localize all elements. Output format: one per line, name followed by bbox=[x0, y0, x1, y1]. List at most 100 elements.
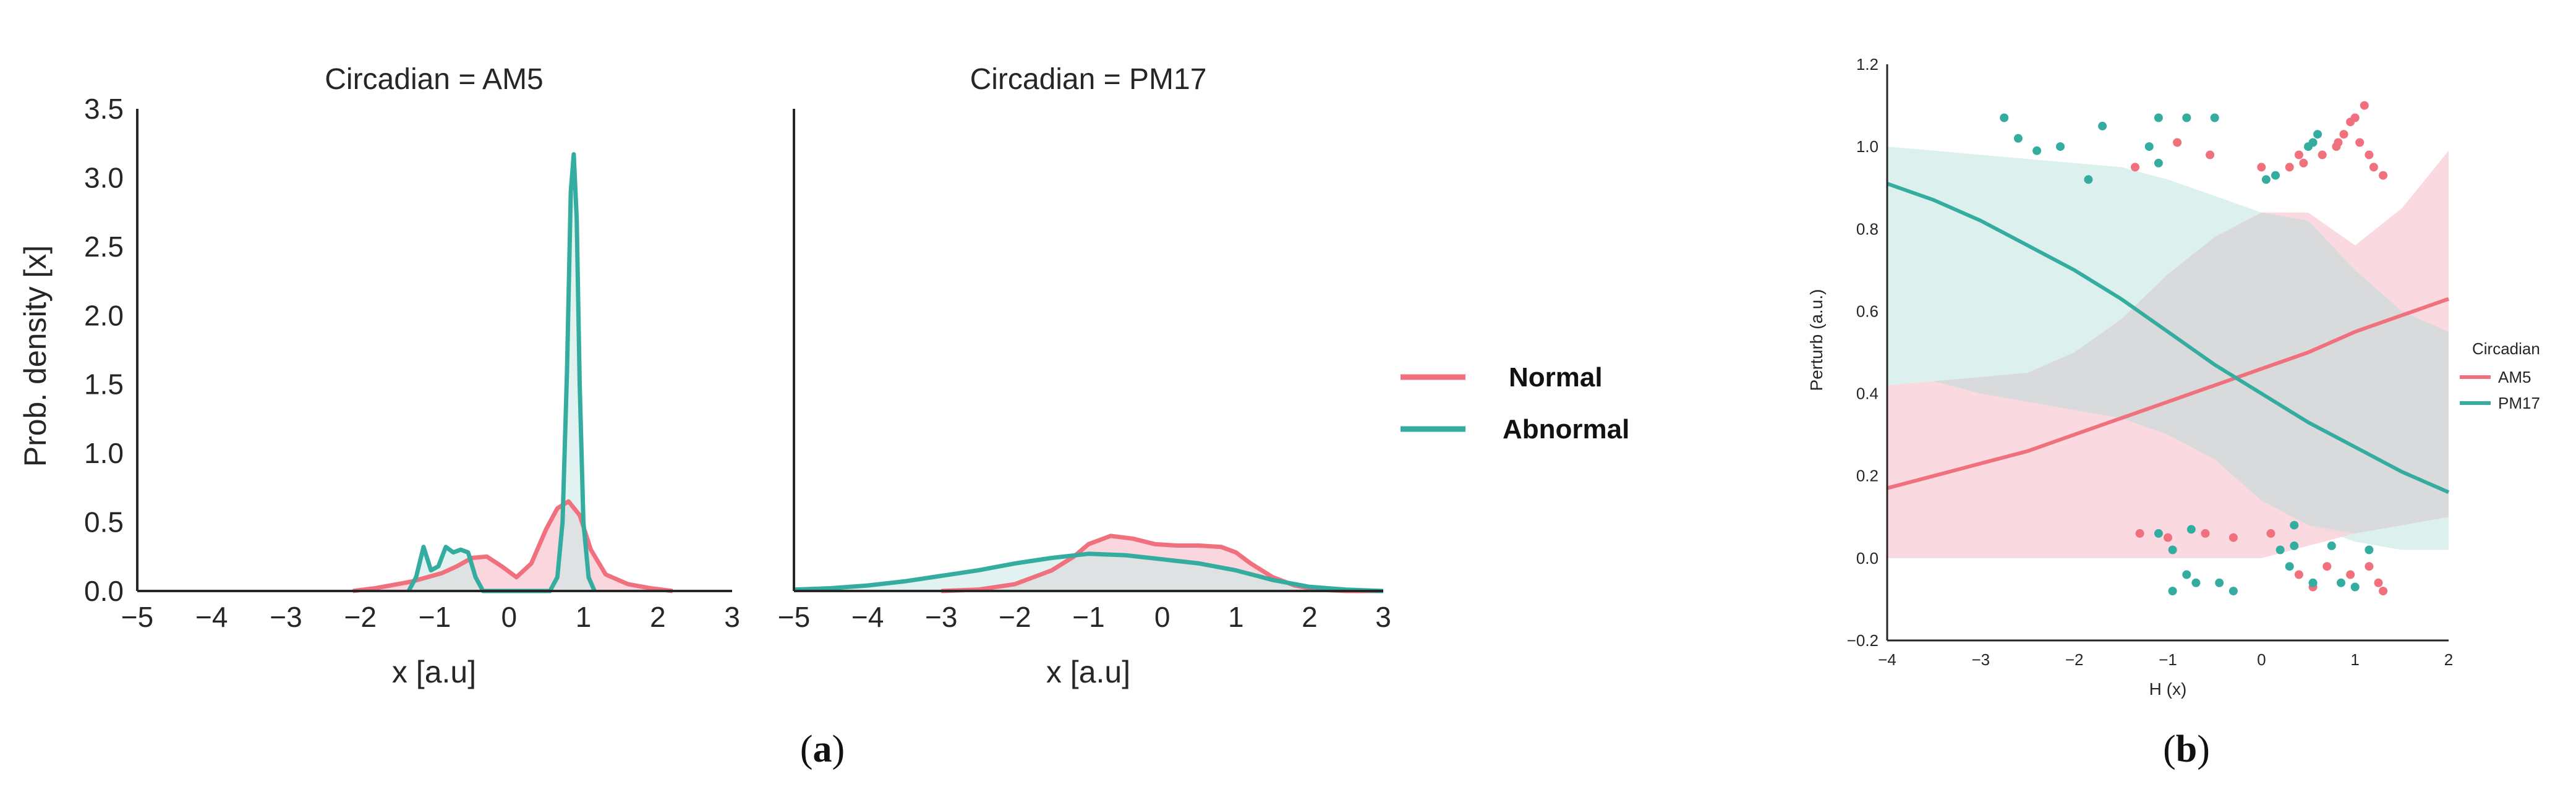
point-pm17 bbox=[2032, 146, 2042, 155]
y-tick-label: 2.0 bbox=[84, 299, 124, 331]
point-am5 bbox=[2294, 150, 2303, 159]
x-axis-label-pm17: x [a.u] bbox=[1046, 655, 1130, 689]
point-pm17 bbox=[2191, 578, 2201, 587]
y-tick-label-b: 0.4 bbox=[1856, 385, 1879, 403]
point-pm17 bbox=[2285, 562, 2294, 571]
point-pm17 bbox=[2261, 175, 2271, 184]
y-tick-label-b: −0.2 bbox=[1847, 631, 1879, 650]
density-fill-normal bbox=[352, 501, 673, 591]
point-pm17 bbox=[2290, 521, 2299, 530]
x-tick-label-b: 1 bbox=[2350, 650, 2359, 669]
y-tick-label-b: 1.2 bbox=[1856, 55, 1879, 74]
x-tick-label: −4 bbox=[851, 601, 884, 633]
x-tick-label: −1 bbox=[1072, 601, 1104, 633]
point-pm17 bbox=[2000, 113, 2009, 122]
point-am5 bbox=[2285, 163, 2294, 172]
point-pm17 bbox=[2337, 578, 2345, 587]
point-am5 bbox=[2164, 533, 2172, 542]
y-tick-label-b: 1.0 bbox=[1856, 137, 1879, 156]
point-pm17 bbox=[2275, 545, 2285, 555]
axes-b: −4 −3 −2 −1 0 1 2 −0.2 0.0 0.2 0.4 0.6 0.8 1.0 1.2 bbox=[1847, 55, 2454, 669]
point-pm17 bbox=[2168, 545, 2177, 555]
point-pm17 bbox=[2154, 113, 2163, 122]
point-pm17 bbox=[2056, 142, 2065, 151]
point-pm17 bbox=[2168, 587, 2177, 596]
caption-b: (b) bbox=[2163, 728, 2210, 770]
x-tick-label: 0 bbox=[1154, 601, 1171, 633]
y-tick-label: 1.0 bbox=[84, 437, 124, 469]
point-am5 bbox=[2131, 163, 2139, 172]
legend-label-pm17: PM17 bbox=[2498, 394, 2540, 412]
panel-am5: Circadian = AM5 Prob. density [x] x [a.u… bbox=[18, 63, 740, 689]
point-am5 bbox=[2365, 150, 2374, 159]
y-tick-label-b: 0.6 bbox=[1856, 302, 1879, 320]
point-am5 bbox=[2299, 158, 2308, 168]
axes-am5: −5 −4 −3 −2 −1 0 1 2 3 0.0 0.5 1.0 1.5 2.0 2.5 3.0 3.5 bbox=[84, 93, 740, 633]
x-tick-label: −4 bbox=[195, 601, 228, 633]
point-pm17 bbox=[2350, 582, 2360, 592]
point-am5 bbox=[2318, 150, 2327, 159]
density-line-abnormal bbox=[793, 551, 1384, 593]
x-tick-label-b: −3 bbox=[1972, 650, 1990, 669]
point-am5 bbox=[2228, 533, 2238, 542]
point-pm17 bbox=[2013, 134, 2023, 143]
series-group-am5 bbox=[352, 152, 673, 593]
caption-a: (a) bbox=[800, 728, 845, 770]
x-tick-label: 2 bbox=[1302, 601, 1318, 633]
point-am5 bbox=[2266, 529, 2275, 538]
point-am5 bbox=[2350, 113, 2360, 122]
confidence-band-overlap bbox=[1887, 212, 2449, 534]
point-am5 bbox=[2294, 570, 2303, 579]
point-am5 bbox=[2135, 529, 2144, 538]
y-tick-label: 3.5 bbox=[84, 93, 124, 125]
point-am5 bbox=[2355, 138, 2365, 147]
point-am5 bbox=[2173, 138, 2182, 147]
panel-b: −4 −3 −2 −1 0 1 2 −0.2 0.0 0.2 0.4 0.6 0.8 1.0 1.2 Per… bbox=[1807, 55, 2540, 699]
point-am5 bbox=[2365, 562, 2374, 571]
x-tick-label: 0 bbox=[501, 601, 517, 633]
point-am5 bbox=[2374, 578, 2383, 587]
point-pm17 bbox=[2154, 158, 2163, 168]
x-tick-label: −3 bbox=[925, 601, 957, 633]
point-pm17 bbox=[2290, 541, 2299, 550]
point-am5 bbox=[2346, 570, 2355, 579]
x-tick-label-b: −2 bbox=[2065, 650, 2084, 669]
legend-label-abnormal: Abnormal bbox=[1503, 414, 1629, 444]
point-pm17 bbox=[2182, 570, 2191, 579]
x-tick-label-b: −1 bbox=[2159, 650, 2177, 669]
point-pm17 bbox=[2313, 130, 2322, 139]
chart-title-am5: Circadian = AM5 bbox=[325, 63, 544, 96]
point-pm17 bbox=[2215, 578, 2224, 587]
y-tick-label-b: 0.8 bbox=[1856, 219, 1879, 238]
x-tick-label: 2 bbox=[650, 601, 666, 633]
point-am5 bbox=[2334, 138, 2343, 147]
chart-title-pm17: Circadian = PM17 bbox=[970, 63, 1207, 96]
point-pm17 bbox=[2271, 171, 2280, 180]
x-tick-label-b: 0 bbox=[2257, 650, 2266, 669]
point-am5 bbox=[2379, 587, 2388, 596]
legend-title-b: Circadian bbox=[2472, 339, 2540, 358]
point-am5 bbox=[2201, 529, 2210, 538]
x-tick-label: 1 bbox=[576, 601, 592, 633]
point-am5 bbox=[2360, 101, 2369, 110]
panel-pm17: Circadian = PM17 x [a.u] −5 −4 −3 −2 −1 0 1 2 3 bbox=[778, 63, 1391, 689]
scatter-points bbox=[2000, 101, 2388, 596]
x-tick-label: 1 bbox=[1228, 601, 1244, 633]
x-tick-label: −2 bbox=[344, 601, 377, 633]
x-tick-label: −1 bbox=[419, 601, 451, 633]
y-tick-label: 1.5 bbox=[84, 368, 124, 401]
point-pm17 bbox=[2084, 175, 2093, 184]
point-pm17 bbox=[2210, 113, 2219, 122]
point-pm17 bbox=[2228, 587, 2238, 596]
density-fill-abnormal bbox=[794, 553, 1383, 591]
point-am5 bbox=[2339, 130, 2348, 139]
legend-b: Circadian AM5 PM17 bbox=[2460, 339, 2540, 412]
point-pm17 bbox=[2308, 138, 2318, 147]
y-axis-label: Prob. density [x] bbox=[18, 245, 53, 467]
legend-a: Normal Abnormal bbox=[1401, 362, 1629, 444]
x-tick-label: −5 bbox=[121, 601, 153, 633]
point-pm17 bbox=[2154, 529, 2163, 538]
point-pm17 bbox=[2098, 121, 2107, 130]
point-pm17 bbox=[2186, 525, 2196, 534]
